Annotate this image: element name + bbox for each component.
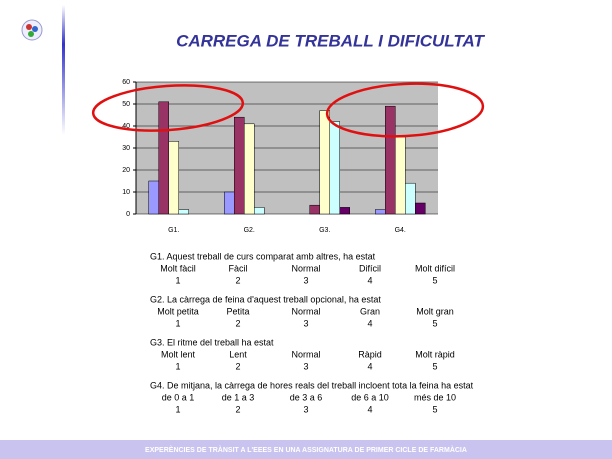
- y-tick-label: 0: [126, 211, 130, 218]
- highlight-ellipse: [325, 82, 485, 138]
- option-number: 3: [303, 275, 308, 285]
- highlight-ellipse: [91, 84, 245, 132]
- option-label: Gran: [360, 306, 380, 316]
- option-label: de 1 a 3: [222, 392, 255, 402]
- footer-band: [0, 440, 612, 459]
- bar: [254, 207, 265, 215]
- bar: [234, 116, 245, 215]
- option-number: 2: [235, 275, 240, 285]
- option-number: 2: [235, 318, 240, 328]
- option-number: 3: [303, 361, 308, 371]
- bar: [158, 101, 169, 215]
- x-tick-label: G1.: [168, 227, 179, 234]
- option-number: 1: [175, 275, 180, 285]
- y-tick-label: 40: [122, 123, 130, 130]
- bar: [415, 202, 426, 215]
- bar: [395, 136, 406, 215]
- y-tick-label: 10: [122, 189, 130, 196]
- option-number: 5: [432, 275, 437, 285]
- x-tick-label: G4.: [395, 227, 406, 234]
- question: G1. Aquest treball de curs comparat amb …: [150, 251, 376, 261]
- option-label: Normal: [291, 263, 320, 273]
- option-label: Lent: [229, 349, 247, 359]
- option-label: Ràpid: [358, 349, 382, 359]
- option-label: Molt petita: [157, 306, 199, 316]
- option-label: Difícil: [359, 263, 381, 273]
- option-number: 2: [235, 361, 240, 371]
- option-number: 1: [175, 318, 180, 328]
- option-number: 4: [367, 404, 372, 414]
- side-bar: [62, 5, 65, 135]
- bar: [148, 180, 159, 215]
- question: G2. La càrrega de feina d'aquest treball…: [150, 294, 381, 304]
- option-number: 5: [432, 318, 437, 328]
- y-tick-label: 20: [122, 167, 130, 174]
- option-label: més de 10: [414, 392, 456, 402]
- option-number: 1: [175, 361, 180, 371]
- slide-title: CARREGA DE TREBALL I DIFICULTAT: [176, 31, 485, 50]
- option-number: 3: [303, 404, 308, 414]
- bar: [244, 123, 255, 215]
- option-label: Molt fàcil: [160, 263, 196, 273]
- option-number: 4: [367, 275, 372, 285]
- option-label: Molt ràpid: [415, 349, 455, 359]
- bar: [339, 207, 350, 215]
- option-number: 2: [235, 404, 240, 414]
- x-tick-label: G2.: [244, 227, 255, 234]
- option-label: Normal: [291, 349, 320, 359]
- option-number: 3: [303, 318, 308, 328]
- bar: [178, 209, 189, 215]
- y-tick-label: 60: [122, 79, 130, 86]
- option-label: Petita: [226, 306, 249, 316]
- option-label: Normal: [291, 306, 320, 316]
- option-label: Fàcil: [228, 263, 247, 273]
- footer-text: EXPERÈNCIES DE TRÀNSIT A L'EEES EN UNA A…: [145, 445, 467, 454]
- bar: [405, 182, 416, 215]
- bar: [375, 209, 386, 215]
- question: G3. El ritme del treball ha estat: [150, 337, 274, 347]
- bar: [329, 121, 340, 215]
- y-tick-label: 30: [122, 145, 130, 152]
- logo: [21, 19, 43, 41]
- option-number: 5: [432, 404, 437, 414]
- bar: [385, 105, 396, 215]
- option-label: Molt difícil: [415, 263, 455, 273]
- option-number: 4: [367, 361, 372, 371]
- option-number: 4: [367, 318, 372, 328]
- option-label: Molt gran: [416, 306, 454, 316]
- option-label: de 3 a 6: [290, 392, 323, 402]
- bar: [224, 191, 235, 215]
- x-tick-label: G3.: [319, 227, 330, 234]
- bar: [168, 141, 179, 215]
- question: G4. De mitjana, la càrrega de hores real…: [150, 380, 474, 390]
- bar: [319, 110, 330, 215]
- option-label: de 6 a 10: [351, 392, 389, 402]
- option-label: de 0 a 1: [162, 392, 195, 402]
- option-number: 5: [432, 361, 437, 371]
- bar: [309, 204, 320, 215]
- y-tick-label: 50: [122, 101, 130, 108]
- option-number: 1: [175, 404, 180, 414]
- option-label: Molt lent: [161, 349, 196, 359]
